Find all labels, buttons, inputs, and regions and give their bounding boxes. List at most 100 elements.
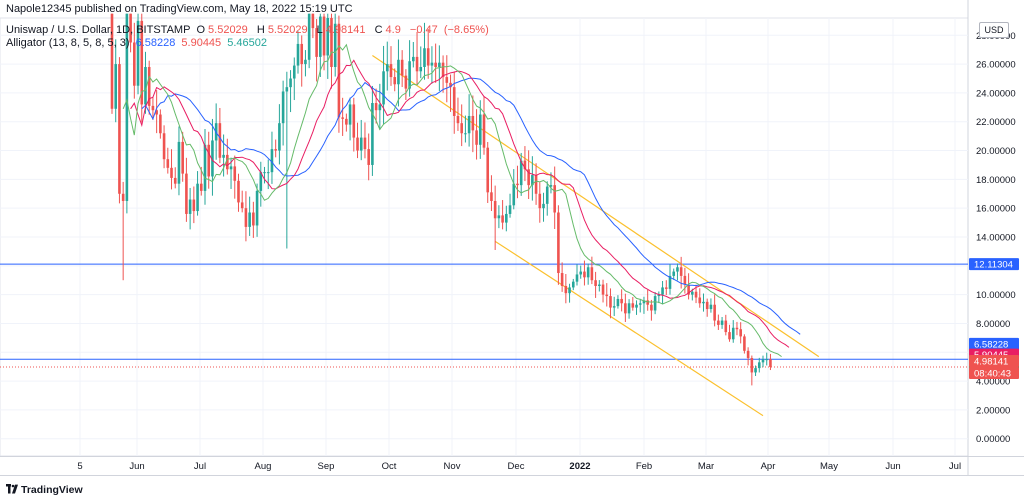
candle-body (244, 208, 248, 227)
candle-body (352, 104, 356, 138)
candle-body (207, 144, 211, 177)
candle (717, 314, 720, 330)
ohlc-change-pct: (−8.65%) (443, 24, 489, 36)
candle-body (631, 303, 635, 308)
time-axis[interactable]: 5 Jun Jul Aug Sep Oct Nov Dec 2022 Feb Mar Apr May Ju… (77, 461, 961, 472)
candle (508, 193, 512, 218)
candle-body (542, 203, 545, 209)
indicator-legend[interactable]: Alligator (13, 8, 5, 8, 5, 3) 6.58228 5.… (6, 37, 270, 49)
candle (170, 149, 173, 190)
candle (728, 324, 731, 342)
candle (133, 22, 136, 99)
candle (270, 131, 274, 184)
candle-body (255, 190, 259, 226)
candle (199, 166, 203, 196)
candle-body (359, 137, 363, 151)
candle-body (650, 304, 653, 311)
candle (482, 96, 486, 155)
y-tick-label: 26.00000 (976, 60, 1016, 71)
candle-body (240, 202, 244, 209)
candle (311, 13, 315, 39)
y-tick-label: 4.00000 (976, 377, 1010, 388)
candle (471, 95, 475, 153)
price-label: 12.11304 (969, 258, 1019, 271)
candle-body (590, 267, 594, 281)
candle (397, 39, 400, 107)
candle-body (575, 274, 579, 282)
horizontal-lines[interactable] (0, 263, 968, 368)
candle (244, 191, 248, 242)
candle-body (765, 359, 769, 361)
price-label-text: 6.58228 (974, 339, 1008, 350)
price-axis[interactable]: 28.0000026.0000024.0000022.0000020.00000… (976, 31, 1016, 445)
candle-body (713, 304, 716, 321)
candle (255, 183, 259, 237)
candle (237, 173, 240, 212)
candle (144, 51, 147, 114)
price-label-text: 08:40:43 (974, 368, 1011, 379)
candle (638, 298, 642, 313)
candle-body (441, 62, 445, 78)
candle (672, 268, 676, 280)
candle-body (393, 77, 397, 85)
candle-body (478, 114, 482, 145)
candle-body (367, 149, 370, 165)
candle (211, 118, 214, 196)
candle (743, 334, 746, 354)
candle (739, 322, 742, 344)
candle (441, 55, 445, 93)
candle-body (456, 115, 460, 124)
candle (486, 141, 490, 203)
trend-line (372, 54, 820, 358)
candle (542, 192, 545, 222)
x-tick-label: Jul (949, 461, 961, 472)
candle (345, 113, 348, 132)
candle-body (226, 154, 229, 170)
currency-button[interactable]: USD (979, 22, 1009, 38)
candle (192, 186, 196, 224)
y-tick-label: 10.00000 (976, 290, 1016, 301)
trend-lines[interactable] (372, 54, 820, 417)
symbol-legend[interactable]: Uniswap / U.S. Dollar, 1D, BITSTAMP O 5.5… (6, 24, 492, 36)
brand-name: TradingView (21, 484, 83, 496)
candle-body (691, 291, 694, 295)
candle-body (705, 301, 709, 310)
price-label: 6.58228 (969, 337, 1019, 350)
candle-body (129, 13, 132, 43)
candle (612, 296, 616, 316)
candle (646, 289, 649, 311)
candle-body (218, 123, 222, 158)
candle-body (192, 199, 196, 212)
candle-body (173, 177, 177, 184)
candle-body (237, 180, 240, 203)
candle-body (281, 91, 285, 124)
candle (594, 271, 597, 298)
candle (359, 119, 363, 161)
candle (456, 97, 460, 131)
ohlc-low: L 4.98141 (316, 24, 366, 36)
candle-body (188, 199, 192, 214)
candle-body (586, 267, 590, 278)
candle-body (653, 296, 657, 311)
candle (568, 283, 571, 303)
candle (713, 294, 716, 327)
candle-body (757, 362, 761, 369)
candle (319, 13, 322, 77)
alligator-teeth-value: 5.90445 (181, 37, 222, 49)
candle-body (531, 175, 534, 186)
candle-body (668, 275, 672, 289)
candle (348, 97, 352, 141)
candle (601, 279, 605, 303)
candle (374, 88, 378, 124)
candle-body (229, 166, 233, 170)
trend-line (494, 240, 764, 417)
candle-body (620, 298, 623, 304)
candle (769, 353, 772, 371)
ohlc-close: C 4.9 (374, 24, 401, 36)
candle-body (426, 48, 430, 66)
candle (252, 201, 255, 238)
y-tick-label: 16.00000 (976, 204, 1016, 215)
candle (326, 13, 330, 79)
candle (240, 190, 244, 213)
